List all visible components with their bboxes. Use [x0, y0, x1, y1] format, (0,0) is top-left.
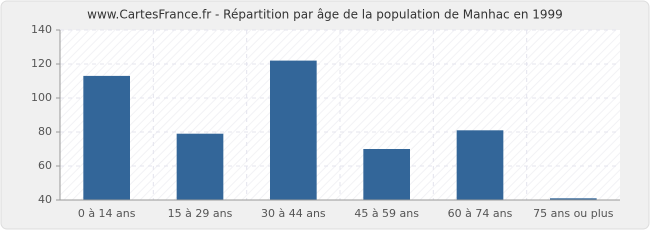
chart-title: www.CartesFrance.fr - Répartition par âg… [87, 8, 563, 22]
y-tick-label: 120 [31, 57, 52, 70]
bar [363, 149, 410, 200]
plot-area [60, 30, 620, 200]
x-tick-label: 15 à 29 ans [168, 207, 233, 220]
x-tick-label: 75 ans ou plus [533, 207, 614, 220]
y-tick-label: 40 [38, 193, 52, 206]
bar [456, 130, 504, 200]
y-tick-label: 140 [31, 23, 52, 36]
y-tick-label: 100 [31, 91, 52, 104]
chart: www.CartesFrance.fr - Répartition par âg… [0, 0, 650, 230]
y-tick-label: 80 [38, 125, 52, 138]
x-tick-label: 30 à 44 ans [261, 207, 326, 220]
x-tick-label: 60 à 74 ans [448, 207, 513, 220]
bar [550, 198, 597, 200]
bar [176, 133, 224, 200]
y-tick-label: 60 [38, 159, 52, 172]
x-tick-label: 45 à 59 ans [354, 207, 419, 220]
x-tick-label: 0 à 14 ans [78, 207, 136, 220]
bar [270, 60, 317, 200]
page: www.CartesFrance.fr - Répartition par âg… [0, 0, 650, 230]
bar [83, 75, 130, 200]
